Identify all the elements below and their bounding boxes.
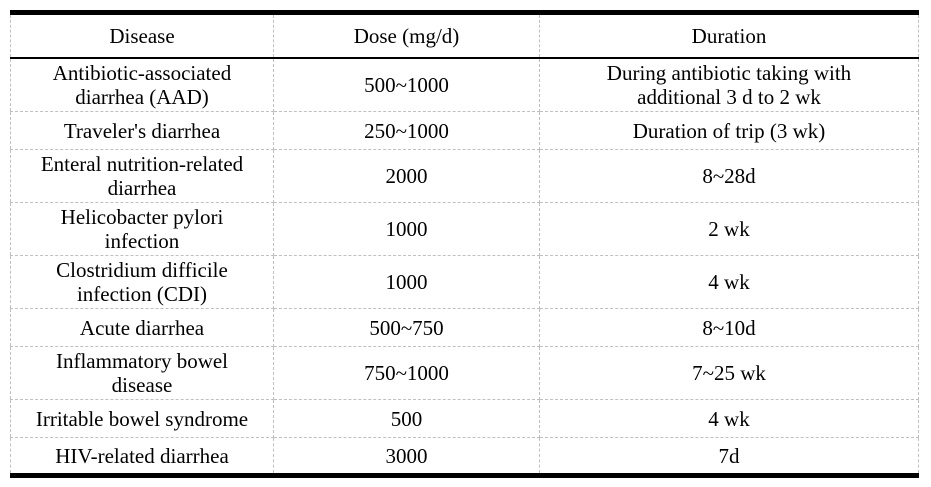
table-row: Inflammatory bowel disease 750~1000 7~25 w… — [10, 346, 919, 400]
disease-cell: Enteral nutrition-related diarrhea — [10, 149, 274, 203]
dose-cell: 1000 — [273, 202, 540, 256]
duration-cell: 4 wk — [539, 255, 919, 309]
table-row: Helicobacter pylori infection 1000 2 wk — [10, 202, 919, 256]
duration-cell: 7d — [539, 437, 919, 476]
dose-cell: 750~1000 — [273, 346, 540, 400]
dose-cell: 500~1000 — [273, 58, 540, 112]
header-row: Disease Dose (mg/d) Duration — [10, 12, 919, 59]
col-header-duration: Duration — [539, 12, 919, 59]
duration-cell: 8~28d — [539, 149, 919, 203]
dose-cell: 3000 — [273, 437, 540, 476]
table-header: Disease Dose (mg/d) Duration — [10, 12, 919, 59]
col-header-disease: Disease — [10, 12, 274, 59]
duration-cell: 2 wk — [539, 202, 919, 256]
table-row: Acute diarrhea 500~750 8~10d — [10, 308, 919, 347]
disease-cell: Irritable bowel syndrome — [10, 399, 274, 438]
dose-cell: 500 — [273, 399, 540, 438]
col-header-dose: Dose (mg/d) — [273, 12, 540, 59]
duration-cell: 8~10d — [539, 308, 919, 347]
disease-cell: Clostridium difficile infection (CDI) — [10, 255, 274, 309]
duration-cell: 7~25 wk — [539, 346, 919, 400]
dosage-table-container: Disease Dose (mg/d) Duration Antibiotic-… — [10, 10, 919, 478]
disease-cell: Traveler's diarrhea — [10, 111, 274, 150]
dose-cell: 1000 — [273, 255, 540, 309]
disease-cell: Acute diarrhea — [10, 308, 274, 347]
table-row: Irritable bowel syndrome 500 4 wk — [10, 399, 919, 438]
duration-cell: 4 wk — [539, 399, 919, 438]
disease-cell: Antibiotic-associated diarrhea (AAD) — [10, 58, 274, 112]
disease-cell: Helicobacter pylori infection — [10, 202, 274, 256]
dosage-table: Disease Dose (mg/d) Duration Antibiotic-… — [10, 10, 919, 478]
disease-cell: Inflammatory bowel disease — [10, 346, 274, 400]
dose-cell: 2000 — [273, 149, 540, 203]
table-row: Enteral nutrition-related diarrhea 2000 8~… — [10, 149, 919, 203]
table-row: Traveler's diarrhea 250~1000 Duration of t… — [10, 111, 919, 150]
dose-cell: 250~1000 — [273, 111, 540, 150]
dose-cell: 500~750 — [273, 308, 540, 347]
table-row: HIV-related diarrhea 3000 7d — [10, 437, 919, 476]
table-row: Clostridium difficile infection (CDI) 100… — [10, 255, 919, 309]
duration-cell: During antibiotic taking with additional… — [539, 58, 919, 112]
table-row: Antibiotic-associated diarrhea (AAD) 500~… — [10, 58, 919, 112]
duration-cell: Duration of trip (3 wk) — [539, 111, 919, 150]
disease-cell: HIV-related diarrhea — [10, 437, 274, 476]
table-body: Antibiotic-associated diarrhea (AAD) 500~… — [10, 58, 919, 476]
